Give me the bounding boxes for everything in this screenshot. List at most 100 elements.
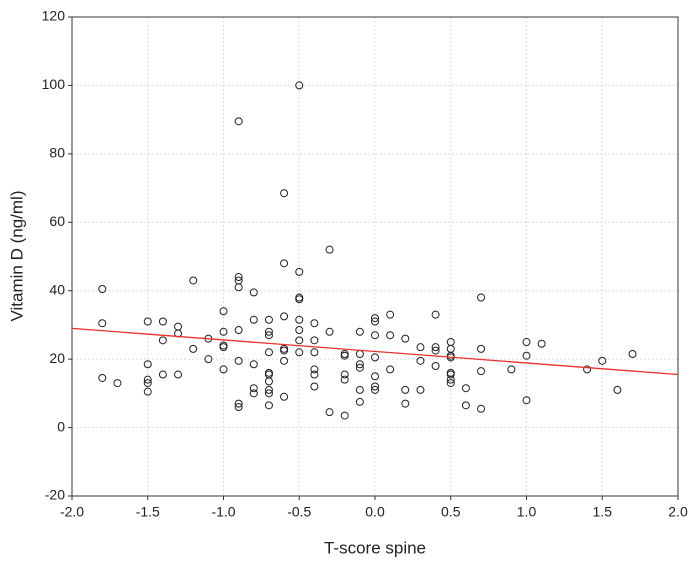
point (189, 276, 198, 285)
point (219, 307, 228, 316)
point (355, 385, 364, 394)
x-tick-label: 0.0 (365, 504, 385, 520)
point (310, 319, 319, 328)
x-tick-label: 1.0 (517, 504, 537, 520)
point (325, 245, 334, 254)
point (371, 385, 379, 394)
point (143, 317, 152, 326)
point (264, 389, 273, 398)
point (189, 344, 198, 353)
point (401, 399, 410, 408)
y-tick-label: -20 (45, 487, 65, 503)
point (522, 338, 531, 347)
point (446, 375, 455, 384)
point (234, 117, 243, 126)
point (431, 310, 440, 319)
point (234, 326, 243, 335)
point (355, 397, 364, 406)
point (371, 314, 379, 323)
point (264, 377, 273, 386)
point (598, 356, 607, 365)
y-tick-label: 0 (57, 418, 65, 434)
point (340, 351, 349, 360)
point (280, 312, 289, 321)
point (416, 385, 425, 394)
point (234, 403, 243, 412)
point (249, 360, 258, 369)
point (249, 288, 258, 297)
point (340, 370, 349, 379)
point (583, 365, 592, 374)
point (340, 375, 349, 384)
point (264, 368, 273, 377)
point (264, 315, 273, 324)
point (295, 326, 304, 335)
point (371, 331, 379, 340)
point (295, 336, 304, 345)
point (264, 331, 273, 340)
point (249, 315, 258, 324)
point (522, 351, 531, 360)
point (371, 382, 379, 391)
point (477, 344, 486, 353)
point (401, 334, 410, 343)
point (158, 336, 167, 345)
point (613, 385, 622, 394)
point (446, 379, 455, 388)
point (249, 384, 258, 393)
plot-frame (71, 16, 679, 497)
point (537, 339, 546, 348)
point (295, 81, 304, 90)
point (401, 385, 410, 394)
point (325, 408, 334, 417)
point (98, 373, 107, 382)
point (234, 356, 243, 365)
point (386, 365, 395, 374)
point (355, 360, 364, 369)
point (310, 336, 319, 345)
x-tick-label: 2.0 (668, 504, 688, 520)
point (386, 310, 395, 319)
point (295, 295, 304, 304)
trend-line (71, 327, 679, 376)
point (371, 353, 379, 362)
point (98, 319, 107, 328)
point (143, 379, 152, 388)
point (431, 361, 440, 370)
point (310, 370, 319, 379)
point (280, 259, 289, 268)
x-tick-label: -2.0 (60, 504, 84, 520)
point (264, 401, 273, 410)
point (295, 348, 304, 357)
x-tick-label: -1.5 (136, 504, 160, 520)
y-tick-label: 60 (49, 213, 65, 229)
point (234, 283, 243, 292)
point (522, 396, 531, 405)
x-tick-label: -1.0 (211, 504, 235, 520)
point (219, 343, 228, 352)
point (416, 356, 425, 365)
point (628, 350, 637, 359)
point (264, 348, 273, 357)
point (98, 285, 107, 294)
point (219, 327, 228, 336)
point (234, 273, 243, 282)
point (461, 384, 470, 393)
x-tick-label: 0.5 (441, 504, 461, 520)
point (355, 363, 364, 372)
point (431, 343, 440, 352)
point (280, 356, 289, 365)
point (280, 392, 289, 401)
point (371, 372, 379, 381)
point (386, 331, 395, 340)
point (310, 365, 319, 374)
point (143, 387, 152, 396)
y-tick-label: 20 (49, 350, 65, 366)
point (264, 370, 273, 379)
x-tick-label: 1.5 (593, 504, 613, 520)
point (280, 344, 289, 353)
point (143, 360, 152, 369)
point (477, 404, 486, 413)
x-axis-label: T-score spine (324, 538, 426, 557)
point (174, 370, 183, 379)
